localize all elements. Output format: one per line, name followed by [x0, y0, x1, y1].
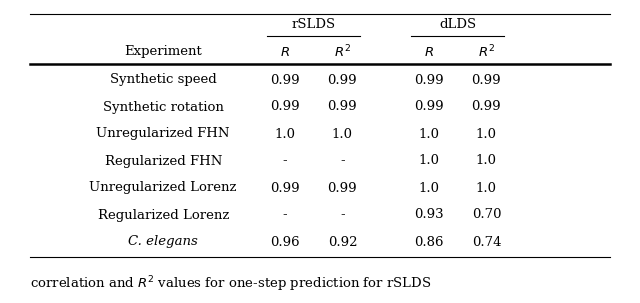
Text: $R^2$: $R^2$ [334, 44, 351, 60]
Text: 0.99: 0.99 [472, 101, 501, 114]
Text: Synthetic speed: Synthetic speed [110, 74, 216, 86]
Text: 0.99: 0.99 [328, 181, 357, 195]
Text: 1.0: 1.0 [476, 155, 497, 168]
Text: -: - [282, 208, 287, 221]
Text: Experiment: Experiment [124, 45, 202, 58]
Text: 1.0: 1.0 [476, 181, 497, 195]
Text: dLDS: dLDS [439, 18, 476, 31]
Text: 0.99: 0.99 [270, 181, 300, 195]
Text: $R$: $R$ [424, 45, 434, 58]
Text: Unregularized FHN: Unregularized FHN [97, 128, 230, 141]
Text: 0.74: 0.74 [472, 235, 501, 248]
Text: 1.0: 1.0 [332, 128, 353, 141]
Text: correlation and $R^2$ values for one-step prediction for rSLDS: correlation and $R^2$ values for one-ste… [30, 274, 431, 294]
Text: Unregularized Lorenz: Unregularized Lorenz [90, 181, 237, 195]
Text: $R^2$: $R^2$ [478, 44, 495, 60]
Text: -: - [340, 208, 345, 221]
Text: Regularized FHN: Regularized FHN [104, 155, 222, 168]
Text: 0.96: 0.96 [270, 235, 300, 248]
Text: 0.99: 0.99 [270, 74, 300, 86]
Text: 1.0: 1.0 [275, 128, 295, 141]
Text: Synthetic rotation: Synthetic rotation [103, 101, 223, 114]
Text: C. elegans: C. elegans [129, 235, 198, 248]
Text: $R$: $R$ [280, 45, 290, 58]
Text: 0.99: 0.99 [414, 101, 444, 114]
Text: 1.0: 1.0 [419, 155, 439, 168]
Text: 0.99: 0.99 [414, 74, 444, 86]
Text: 0.93: 0.93 [414, 208, 444, 221]
Text: 1.0: 1.0 [419, 181, 439, 195]
Text: -: - [282, 155, 287, 168]
Text: 0.99: 0.99 [472, 74, 501, 86]
Text: 1.0: 1.0 [419, 128, 439, 141]
Text: 0.92: 0.92 [328, 235, 357, 248]
Text: 0.86: 0.86 [414, 235, 444, 248]
Text: -: - [340, 155, 345, 168]
Text: 0.99: 0.99 [270, 101, 300, 114]
Text: 0.99: 0.99 [328, 74, 357, 86]
Text: rSLDS: rSLDS [292, 18, 335, 31]
Text: Regularized Lorenz: Regularized Lorenz [97, 208, 229, 221]
Text: 0.99: 0.99 [328, 101, 357, 114]
Text: 0.70: 0.70 [472, 208, 501, 221]
Text: 1.0: 1.0 [476, 128, 497, 141]
